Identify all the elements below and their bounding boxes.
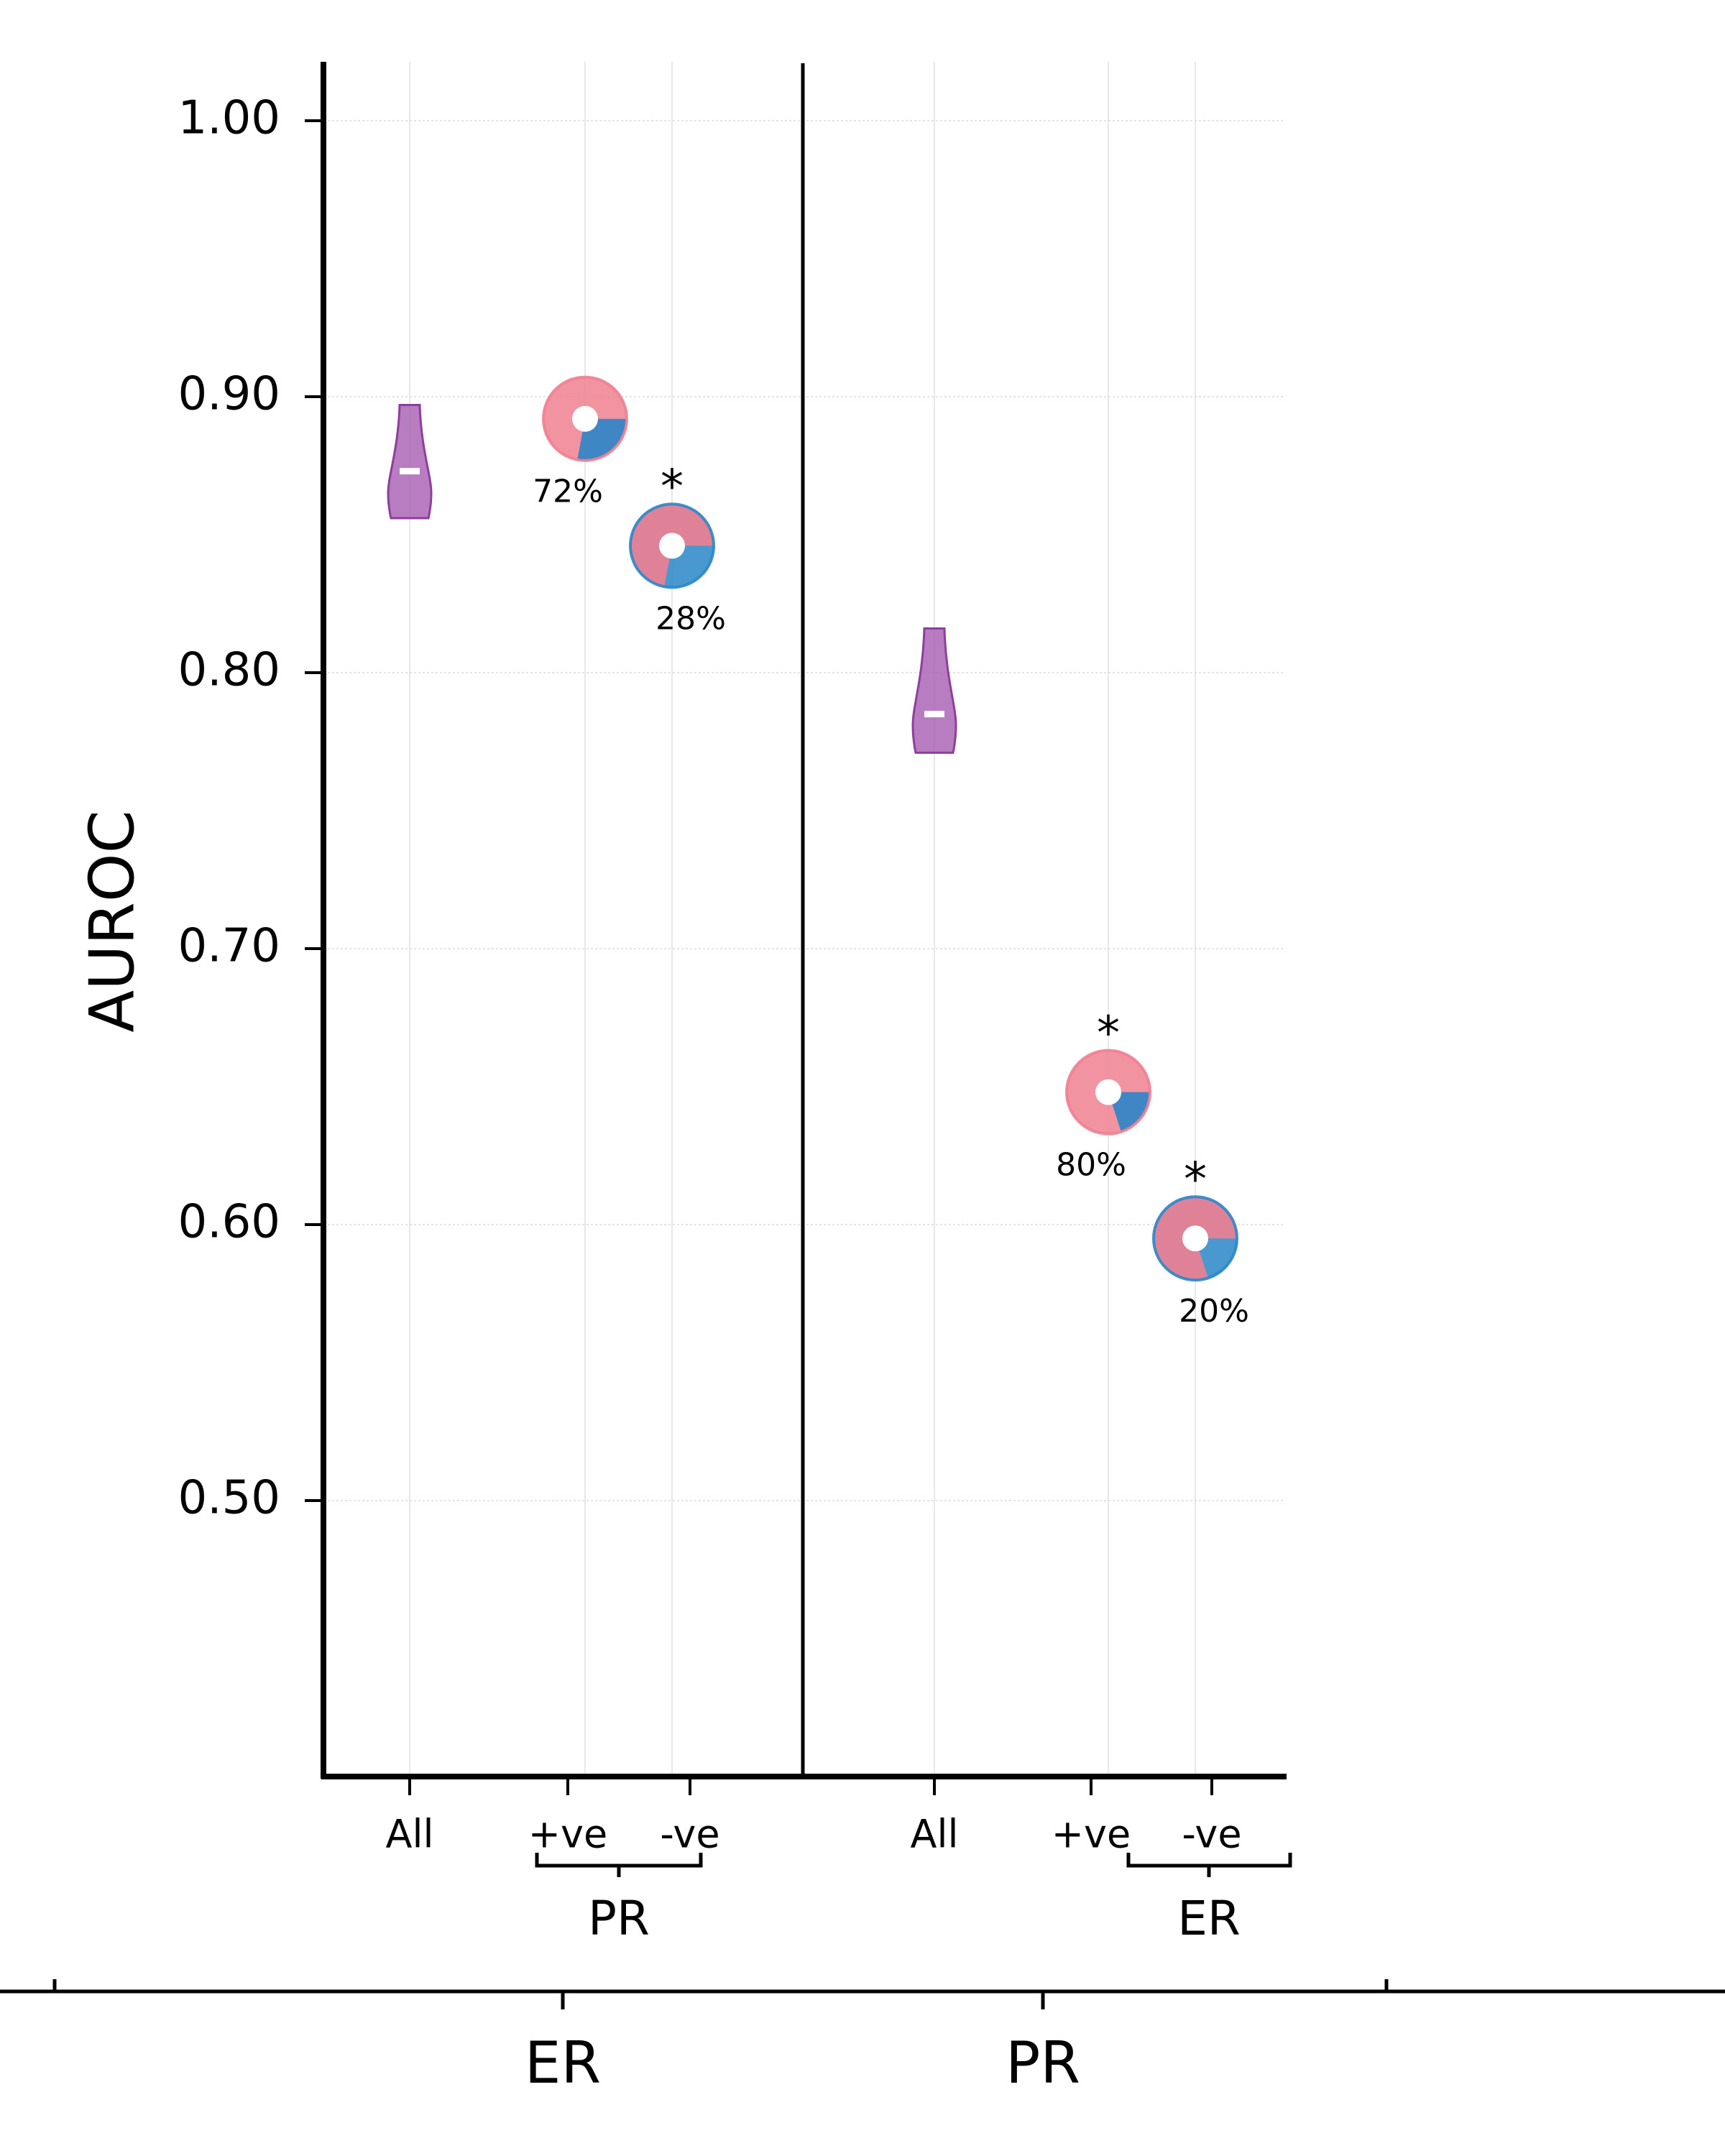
axes-layer (0, 62, 1725, 2009)
donut-outline (1152, 1195, 1238, 1282)
donut-hole (659, 533, 685, 559)
significance-marker: * (661, 461, 684, 514)
donut-marker-positive (542, 375, 628, 462)
y-tick-label: 0.50 (178, 1472, 281, 1525)
significance-marker: * (1184, 1153, 1207, 1207)
donut-marker-negative (1152, 1195, 1238, 1282)
panel-label: PR (1006, 2030, 1080, 2096)
x-tick-label: -ve (1182, 1812, 1241, 1857)
donut-marker-negative (629, 502, 715, 589)
y-tick-label: 0.60 (178, 1196, 281, 1249)
share-label: 28% (656, 600, 726, 637)
violin-all (911, 627, 957, 754)
marks-layer (387, 375, 1238, 1282)
share-label: 20% (1179, 1293, 1249, 1330)
donut-outline (1065, 1049, 1151, 1135)
donut-outline (542, 375, 628, 462)
subgroup-label: ER (1177, 1891, 1241, 1946)
share-label: 80% (1056, 1147, 1126, 1184)
labels-layer: 1.00 0.90 0.80 0.70 0.60 0.50 All +ve -ve All +ve -… (178, 92, 1249, 2096)
y-tick-label: 1.00 (178, 92, 281, 145)
y-tick-label: 0.90 (178, 368, 281, 421)
panel-label: ER (525, 2030, 601, 2096)
significance-marker: * (1097, 1007, 1120, 1060)
donut-hole (1095, 1079, 1121, 1105)
x-tick-label: +ve (1052, 1812, 1131, 1857)
y-axis-label: AUROC (76, 810, 148, 1032)
donut-hole (572, 405, 598, 432)
donut-hole (1182, 1225, 1208, 1252)
donut-outline (629, 502, 715, 589)
x-tick-label: +ve (528, 1812, 607, 1857)
x-tick-label: -ve (660, 1812, 719, 1857)
donut-marker-positive (1065, 1049, 1151, 1135)
x-tick-label: All (386, 1812, 434, 1857)
violin-all (387, 404, 433, 520)
subgroup-label: PR (588, 1891, 650, 1946)
y-tick-label: 0.80 (178, 644, 281, 697)
y-tick-label: 0.70 (178, 920, 281, 973)
x-tick-label: All (911, 1812, 959, 1857)
share-label: 72% (533, 474, 603, 510)
donut-slice (1108, 1092, 1150, 1132)
